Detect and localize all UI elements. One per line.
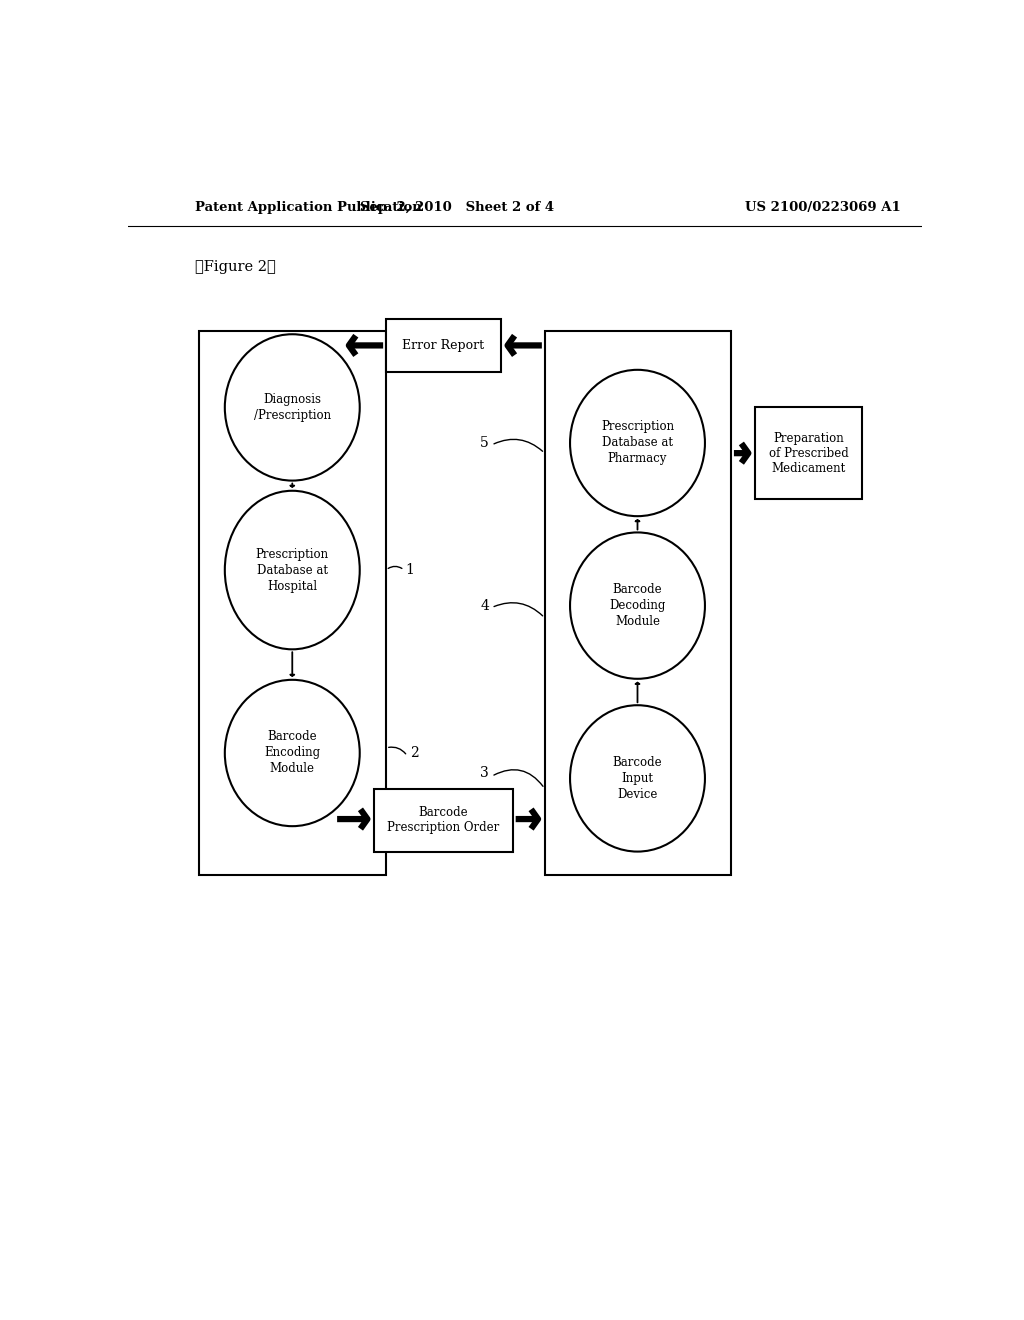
Text: 5: 5	[480, 436, 489, 450]
FancyBboxPatch shape	[545, 331, 731, 875]
Text: US 2100/0223069 A1: US 2100/0223069 A1	[744, 201, 900, 214]
Text: Sep. 2, 2010   Sheet 2 of 4: Sep. 2, 2010 Sheet 2 of 4	[360, 201, 554, 214]
Text: Error Report: Error Report	[402, 339, 484, 352]
Ellipse shape	[225, 334, 359, 480]
Ellipse shape	[570, 370, 705, 516]
Text: Preparation
of Prescribed
Medicament: Preparation of Prescribed Medicament	[769, 432, 849, 475]
Text: Barcode
Prescription Order: Barcode Prescription Order	[387, 807, 500, 834]
Text: 『Figure 2』: 『Figure 2』	[196, 260, 276, 275]
Ellipse shape	[225, 491, 359, 649]
Text: Barcode
Input
Device: Barcode Input Device	[612, 756, 663, 801]
FancyBboxPatch shape	[386, 319, 501, 372]
Text: Diagnosis
/Prescription: Diagnosis /Prescription	[254, 393, 331, 422]
FancyBboxPatch shape	[755, 408, 862, 499]
Text: 4: 4	[480, 598, 489, 612]
Ellipse shape	[570, 532, 705, 678]
Ellipse shape	[570, 705, 705, 851]
Ellipse shape	[225, 680, 359, 826]
Text: 3: 3	[480, 767, 489, 780]
Text: Patent Application Publication: Patent Application Publication	[196, 201, 422, 214]
FancyBboxPatch shape	[374, 788, 513, 851]
Text: 2: 2	[410, 746, 419, 760]
Text: Prescription
Database at
Hospital: Prescription Database at Hospital	[256, 548, 329, 593]
Text: Prescription
Database at
Pharmacy: Prescription Database at Pharmacy	[601, 421, 674, 466]
Text: Barcode
Decoding
Module: Barcode Decoding Module	[609, 583, 666, 628]
Text: 1: 1	[406, 564, 415, 577]
FancyBboxPatch shape	[200, 331, 386, 875]
Text: Barcode
Encoding
Module: Barcode Encoding Module	[264, 730, 321, 775]
